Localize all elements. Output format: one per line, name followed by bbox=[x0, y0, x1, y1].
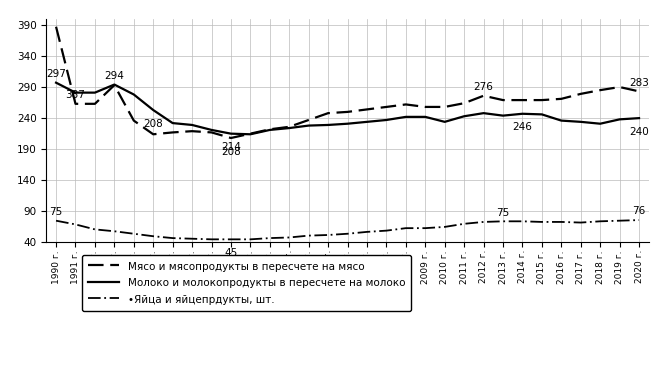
Text: 214: 214 bbox=[221, 142, 241, 152]
Text: 45: 45 bbox=[224, 248, 238, 258]
Text: 294: 294 bbox=[105, 71, 124, 81]
Text: 75: 75 bbox=[496, 208, 510, 217]
Text: 208: 208 bbox=[221, 147, 241, 157]
Text: 276: 276 bbox=[473, 82, 493, 92]
Legend: Мясо и мясопродукты в пересчете на мясо, Молоко и молокопродукты в пересчете на : Мясо и мясопродукты в пересчете на мясо,… bbox=[81, 255, 411, 311]
Text: 283: 283 bbox=[629, 78, 649, 88]
Text: 297: 297 bbox=[46, 69, 66, 79]
Text: 387: 387 bbox=[66, 90, 85, 100]
Text: 246: 246 bbox=[512, 122, 532, 132]
Text: 75: 75 bbox=[50, 207, 63, 217]
Text: 208: 208 bbox=[144, 119, 163, 129]
Text: 240: 240 bbox=[629, 127, 649, 137]
Text: 76: 76 bbox=[632, 206, 645, 216]
